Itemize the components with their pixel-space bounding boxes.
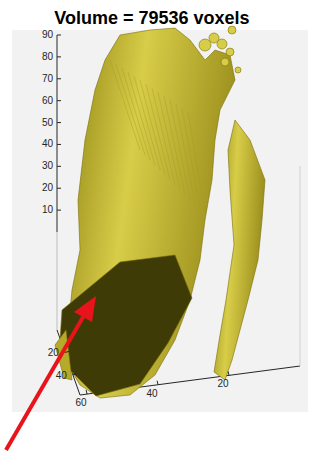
z-tick xyxy=(57,122,61,123)
surface-side xyxy=(214,120,265,380)
box-edge xyxy=(300,166,301,366)
z-tick-label: 80 xyxy=(42,51,54,62)
surface-texture xyxy=(170,100,190,200)
surface-blob xyxy=(235,67,241,73)
x-tick xyxy=(65,351,69,352)
z-tick xyxy=(57,210,61,211)
z-tick-label: 90 xyxy=(42,29,54,40)
z-tick xyxy=(57,144,61,145)
z-tick xyxy=(57,35,61,36)
surface-texture xyxy=(188,112,205,215)
surface-texture xyxy=(122,68,150,160)
z-tick-label: 70 xyxy=(42,73,54,84)
z-tick xyxy=(57,188,61,189)
title: Volume = 79536 voxels xyxy=(54,8,249,28)
surface-texture xyxy=(116,64,145,155)
z-tick xyxy=(57,78,61,79)
x-tick-label: 20 xyxy=(48,347,60,358)
surface-blob xyxy=(226,48,234,56)
z-tick-label: 30 xyxy=(42,160,54,171)
surface-blob xyxy=(199,39,211,51)
surface-texture xyxy=(146,84,170,180)
z-tick xyxy=(57,56,61,57)
z-tick xyxy=(57,166,61,167)
x-tick xyxy=(73,374,77,375)
z-tick-label: 50 xyxy=(42,117,54,128)
surface-blob xyxy=(221,58,229,66)
z-tick xyxy=(57,100,61,101)
y-tick xyxy=(228,371,229,375)
annotation-arrowhead xyxy=(74,296,96,322)
surface-texture xyxy=(176,104,195,205)
z-tick-label: 40 xyxy=(42,138,54,149)
surface-texture xyxy=(164,96,185,195)
surface-blob xyxy=(217,39,227,49)
y-tick-label: 20 xyxy=(217,378,229,389)
surface-texture xyxy=(110,60,140,150)
annotation-arrow xyxy=(6,312,86,450)
y-tick xyxy=(86,390,87,394)
y-tick-label: 40 xyxy=(147,388,159,399)
box-edge xyxy=(57,232,58,330)
surface-texture xyxy=(152,88,175,185)
z-tick-label: 20 xyxy=(42,182,54,193)
x-tick-label: 40 xyxy=(56,370,68,381)
isosurface xyxy=(55,26,265,398)
z-axis-line xyxy=(57,35,58,232)
z-tick-label: 10 xyxy=(42,204,54,215)
surface-texture xyxy=(182,108,200,210)
z-tick-label: 60 xyxy=(42,95,54,106)
y-tick-label: 60 xyxy=(76,397,88,408)
y-tick xyxy=(157,381,158,385)
